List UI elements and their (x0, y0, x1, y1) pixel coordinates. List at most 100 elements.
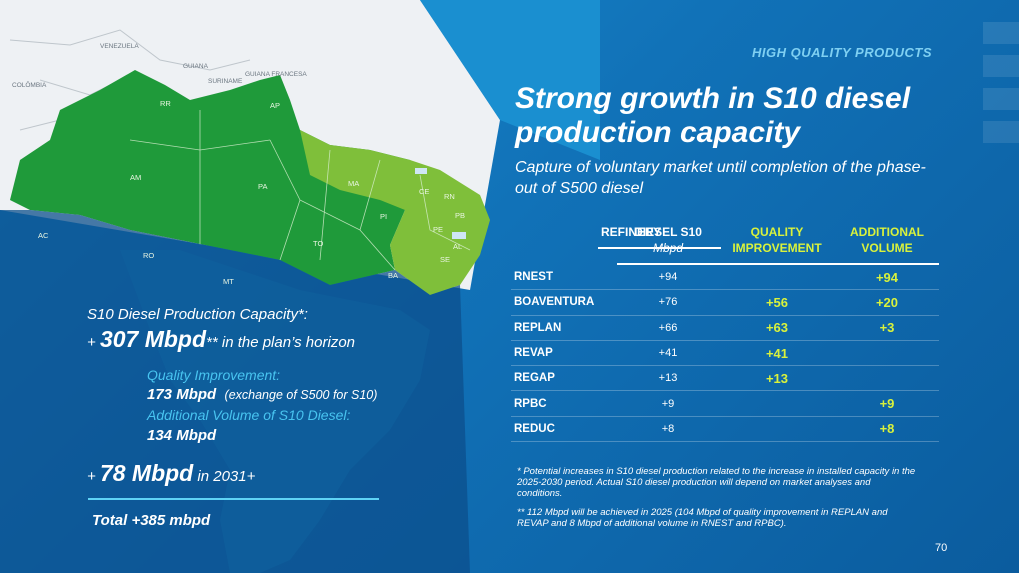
refinery-name: REDUC (511, 416, 617, 443)
map-label-guiana-francesa: GUIANA FRANCESA (245, 71, 307, 78)
state-label-ro: RO (143, 251, 154, 260)
quality-value (719, 416, 835, 443)
decor-block-1 (983, 22, 1019, 44)
map-labels: VENEZUELA GUIANA SURINAME GUIANA FRANCES… (12, 43, 307, 89)
refinery-name: REVAP (511, 340, 617, 367)
header-quality-improvement: QUALITY IMPROVEMENT (719, 222, 835, 265)
diesel-value: +94 (617, 264, 719, 291)
map-label-venezuela: VENEZUELA (100, 43, 139, 50)
capacity-2031-value: 78 Mbpd (99, 460, 194, 486)
footnote-1: * Potential increases in S10 diesel prod… (517, 466, 916, 499)
state-label-ac: AC (38, 231, 49, 240)
table-header-row: REFINERY DIESEL S10 Mbpd QUALITY IMPROVEM… (511, 222, 939, 265)
map-label-suriname: SURINAME (208, 78, 243, 85)
diesel-value: +76 (617, 289, 719, 316)
section-kicker: HIGH QUALITY PRODUCTS (752, 45, 932, 60)
refinery-name: REGAP (511, 365, 617, 392)
capacity-2031-line: + 78 Mbpd in 2031+ (87, 460, 255, 487)
refinery-icons (415, 168, 466, 239)
refinery-name: RPBC (511, 390, 617, 417)
refinery-name: REPLAN (511, 315, 617, 341)
state-label-pi: PI (380, 212, 387, 221)
diesel-value: +9 (617, 390, 719, 417)
capacity-value: 307 Mbpd (99, 326, 207, 352)
capacity-total-line: + 307 Mbpd** in the plan’s horizon (87, 326, 355, 353)
region-north (10, 70, 430, 285)
header-diesel-label: DIESEL S10 (634, 225, 702, 239)
table-row: REGAP +13 +13 (511, 365, 939, 392)
quality-improvement-note: (exchange of S500 for S10) (224, 388, 378, 402)
divider-line (88, 498, 379, 500)
decor-block-4 (983, 121, 1019, 143)
refinery-icon-ce (415, 168, 427, 174)
additional-value: +3 (835, 315, 939, 341)
capacity-label: S10 Diesel Production Capacity*: (87, 306, 308, 323)
footnote-2: ** 112 Mbpd will be achieved in 2025 (10… (517, 507, 888, 529)
header-refinery: REFINERY (598, 222, 721, 249)
diesel-value: +66 (617, 315, 719, 341)
state-label-ap: AP (270, 101, 280, 110)
table-row: RNEST +94 +94 (511, 264, 939, 291)
state-label-se: SE (440, 255, 450, 264)
additional-value: +9 (835, 390, 939, 417)
state-label-ma: MA (348, 179, 359, 188)
decor-block-3 (983, 88, 1019, 110)
state-label-pb: PB (455, 211, 465, 220)
decor-block-2 (983, 55, 1019, 77)
table-row: REVAP +41 +41 (511, 340, 939, 367)
additional-value: +94 (835, 264, 939, 291)
quality-value: +41 (719, 340, 835, 367)
slide-title: Strong growth in S10 diesel production c… (515, 82, 911, 149)
state-label-ce: CE (419, 187, 429, 196)
diesel-value: +13 (617, 365, 719, 392)
state-label-ba: BA (388, 271, 398, 280)
capacity-plus: + (87, 334, 100, 351)
quality-value (719, 264, 835, 291)
quality-improvement-label: Quality Improvement: (147, 367, 281, 383)
state-label-pa: PA (258, 182, 267, 191)
additional-value: +8 (835, 416, 939, 443)
region-south (120, 250, 430, 573)
additional-value (835, 365, 939, 392)
quality-improvement-line: 173 Mbpd (exchange of S500 for S10) (147, 385, 377, 405)
quality-value: +56 (719, 289, 835, 316)
additional-volume-value: 134 Mbpd (147, 427, 217, 444)
state-labels: RR AP AM PA MA CE RN PB PI PE AL SE TO B… (38, 99, 465, 286)
page-number: 70 (935, 542, 948, 554)
additional-value (835, 340, 939, 367)
quality-value (719, 390, 835, 417)
header-diesel-s10: DIESEL S10 Mbpd (617, 222, 719, 265)
state-borders (129, 110, 471, 271)
additional-volume-label: Additional Volume of S10 Diesel: (147, 407, 351, 423)
state-label-to: TO (313, 239, 323, 248)
capacity-2031-plus: + (87, 468, 100, 485)
state-label-mt: MT (223, 277, 234, 286)
quality-value: +13 (719, 365, 835, 392)
table-row: REPLAN +66 +63 +3 (511, 315, 939, 341)
additional-value: +20 (835, 289, 939, 316)
header-additional-volume: ADDITIONAL VOLUME (835, 222, 939, 265)
refinery-name: BOAVENTURA (511, 289, 617, 316)
map-label-guiana: GUIANA (183, 63, 209, 70)
refinery-table: REFINERY DIESEL S10 Mbpd QUALITY IMPROVEM… (511, 222, 939, 443)
quality-value: +63 (719, 315, 835, 341)
state-label-rr: RR (160, 99, 171, 108)
refinery-name: RNEST (511, 264, 617, 291)
diesel-value: +41 (617, 340, 719, 367)
quality-improvement-value: 173 Mbpd (147, 386, 217, 403)
table-row: REDUC +8 +8 (511, 416, 939, 443)
state-label-pe: PE (433, 225, 443, 234)
table-row: RPBC +9 +9 (511, 390, 939, 417)
capacity-total: Total +385 mbpd (92, 512, 211, 529)
table-row: BOAVENTURA +76 +56 +20 (511, 289, 939, 316)
ocean-area (420, 0, 600, 160)
capacity-suffix: ** in the plan’s horizon (206, 334, 356, 351)
map-label-colombia: COLÔMBIA (12, 80, 47, 89)
capacity-2031-suffix: in 2031+ (193, 468, 256, 485)
refinery-icon-rnest (452, 232, 466, 239)
slide-subtitle: Capture of voluntary market until comple… (515, 159, 926, 197)
state-label-am: AM (130, 173, 141, 182)
region-northeast (300, 130, 490, 295)
